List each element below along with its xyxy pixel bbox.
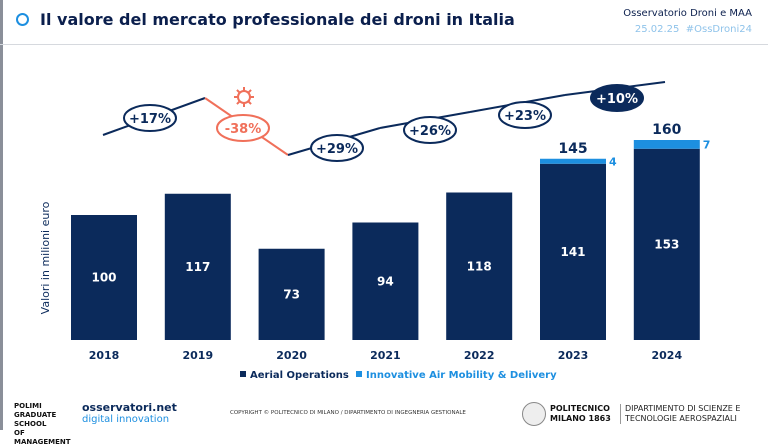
bar-aerial-2024 (633, 148, 700, 340)
bar-value-2023: 141 (560, 245, 585, 259)
iamd-value-2024: 7 (703, 138, 711, 151)
iamd-value-2023: 4 (609, 155, 617, 168)
growth-label: +29% (316, 142, 358, 157)
bar-value-2018: 100 (91, 271, 116, 285)
growth-label: +26% (409, 124, 451, 139)
bar-aerial-2019 (164, 193, 231, 340)
bar-aerial-2018 (71, 215, 137, 340)
growth-bubble (403, 116, 457, 144)
x-tick-2023: 2023 (558, 349, 589, 362)
x-tick-2018: 2018 (89, 349, 120, 362)
growth-label: +23% (504, 109, 546, 124)
bar-value-2019: 117 (185, 260, 210, 274)
bar-value-2024: 153 (654, 237, 679, 251)
osservatori-sub: digital innovation (82, 414, 170, 425)
bar-value-2021: 94 (377, 274, 394, 288)
footer: POLIMI GRADUATE SCHOOL OF MANAGEMENT oss… (0, 398, 768, 446)
legend-swatch-iamd (356, 371, 362, 377)
page-title: Il valore del mercato professionale dei … (40, 10, 515, 29)
x-tick-2022: 2022 (464, 349, 495, 362)
polimi-logo: POLIMI GRADUATE SCHOOL OF MANAGEMENT (14, 402, 71, 446)
frame-border (0, 0, 3, 430)
chat-icon (16, 13, 29, 26)
legend-iamd: Innovative Air Mobility & Delivery (366, 370, 557, 381)
growth-bubble (216, 114, 270, 142)
date: 25.02.25 (634, 24, 680, 35)
legend-aerial: Aerial Operations (250, 370, 349, 381)
x-tick-2020: 2020 (276, 349, 307, 362)
chart: Valori in milioni euro 100 2018 117 2019 73 2… (39, 81, 711, 381)
observatory-name: Osservatorio Droni e MAA (623, 8, 752, 19)
hashtag: #OssDroni24 (685, 24, 752, 35)
virus-icon (234, 87, 254, 107)
y-axis-label: Valori in milioni euro (39, 201, 52, 314)
growth-bubble (123, 104, 177, 132)
x-tick-2019: 2019 (182, 349, 213, 362)
bar-aerial-2022 (446, 192, 513, 340)
header-info: Osservatorio Droni e MAA 25.02.25 #OssDr… (623, 8, 752, 35)
bar-aerial-2021 (352, 222, 419, 340)
x-tick-2021: 2021 (370, 349, 401, 362)
growth-bubble (310, 134, 364, 162)
polimi-name: POLITECNICO MILANO 1863 (550, 404, 611, 423)
growth-label: -38% (225, 122, 262, 137)
growth-label: +10% (596, 92, 638, 107)
bar-value-2022: 118 (467, 259, 492, 273)
total-2024: 160 (652, 122, 681, 138)
polimi-seal (522, 402, 546, 426)
copyright: COPYRIGHT © POLITECNICO DI MILANO / DIPA… (230, 410, 466, 416)
department: DIPARTIMENTO DI SCIENZE E TECNOLOGIE AER… (620, 404, 745, 424)
x-tick-2024: 2024 (651, 349, 682, 362)
bar-iamd-2023 (540, 158, 606, 164)
bar-aerial-2020 (258, 248, 325, 340)
bar-aerial-2023 (540, 163, 606, 340)
bar-iamd-2024 (633, 140, 700, 149)
osservatori-logo: osservatori.net digital innovation (82, 401, 177, 425)
osservatori-text: osservatori.net (82, 401, 177, 414)
total-2023: 145 (558, 141, 587, 157)
growth-bubble (590, 84, 644, 112)
bar-value-2020: 73 (283, 287, 300, 301)
growth-label: +17% (129, 112, 171, 127)
legend-swatch-aerial (240, 371, 246, 377)
growth-bubble (498, 101, 552, 129)
header-divider (0, 44, 768, 45)
